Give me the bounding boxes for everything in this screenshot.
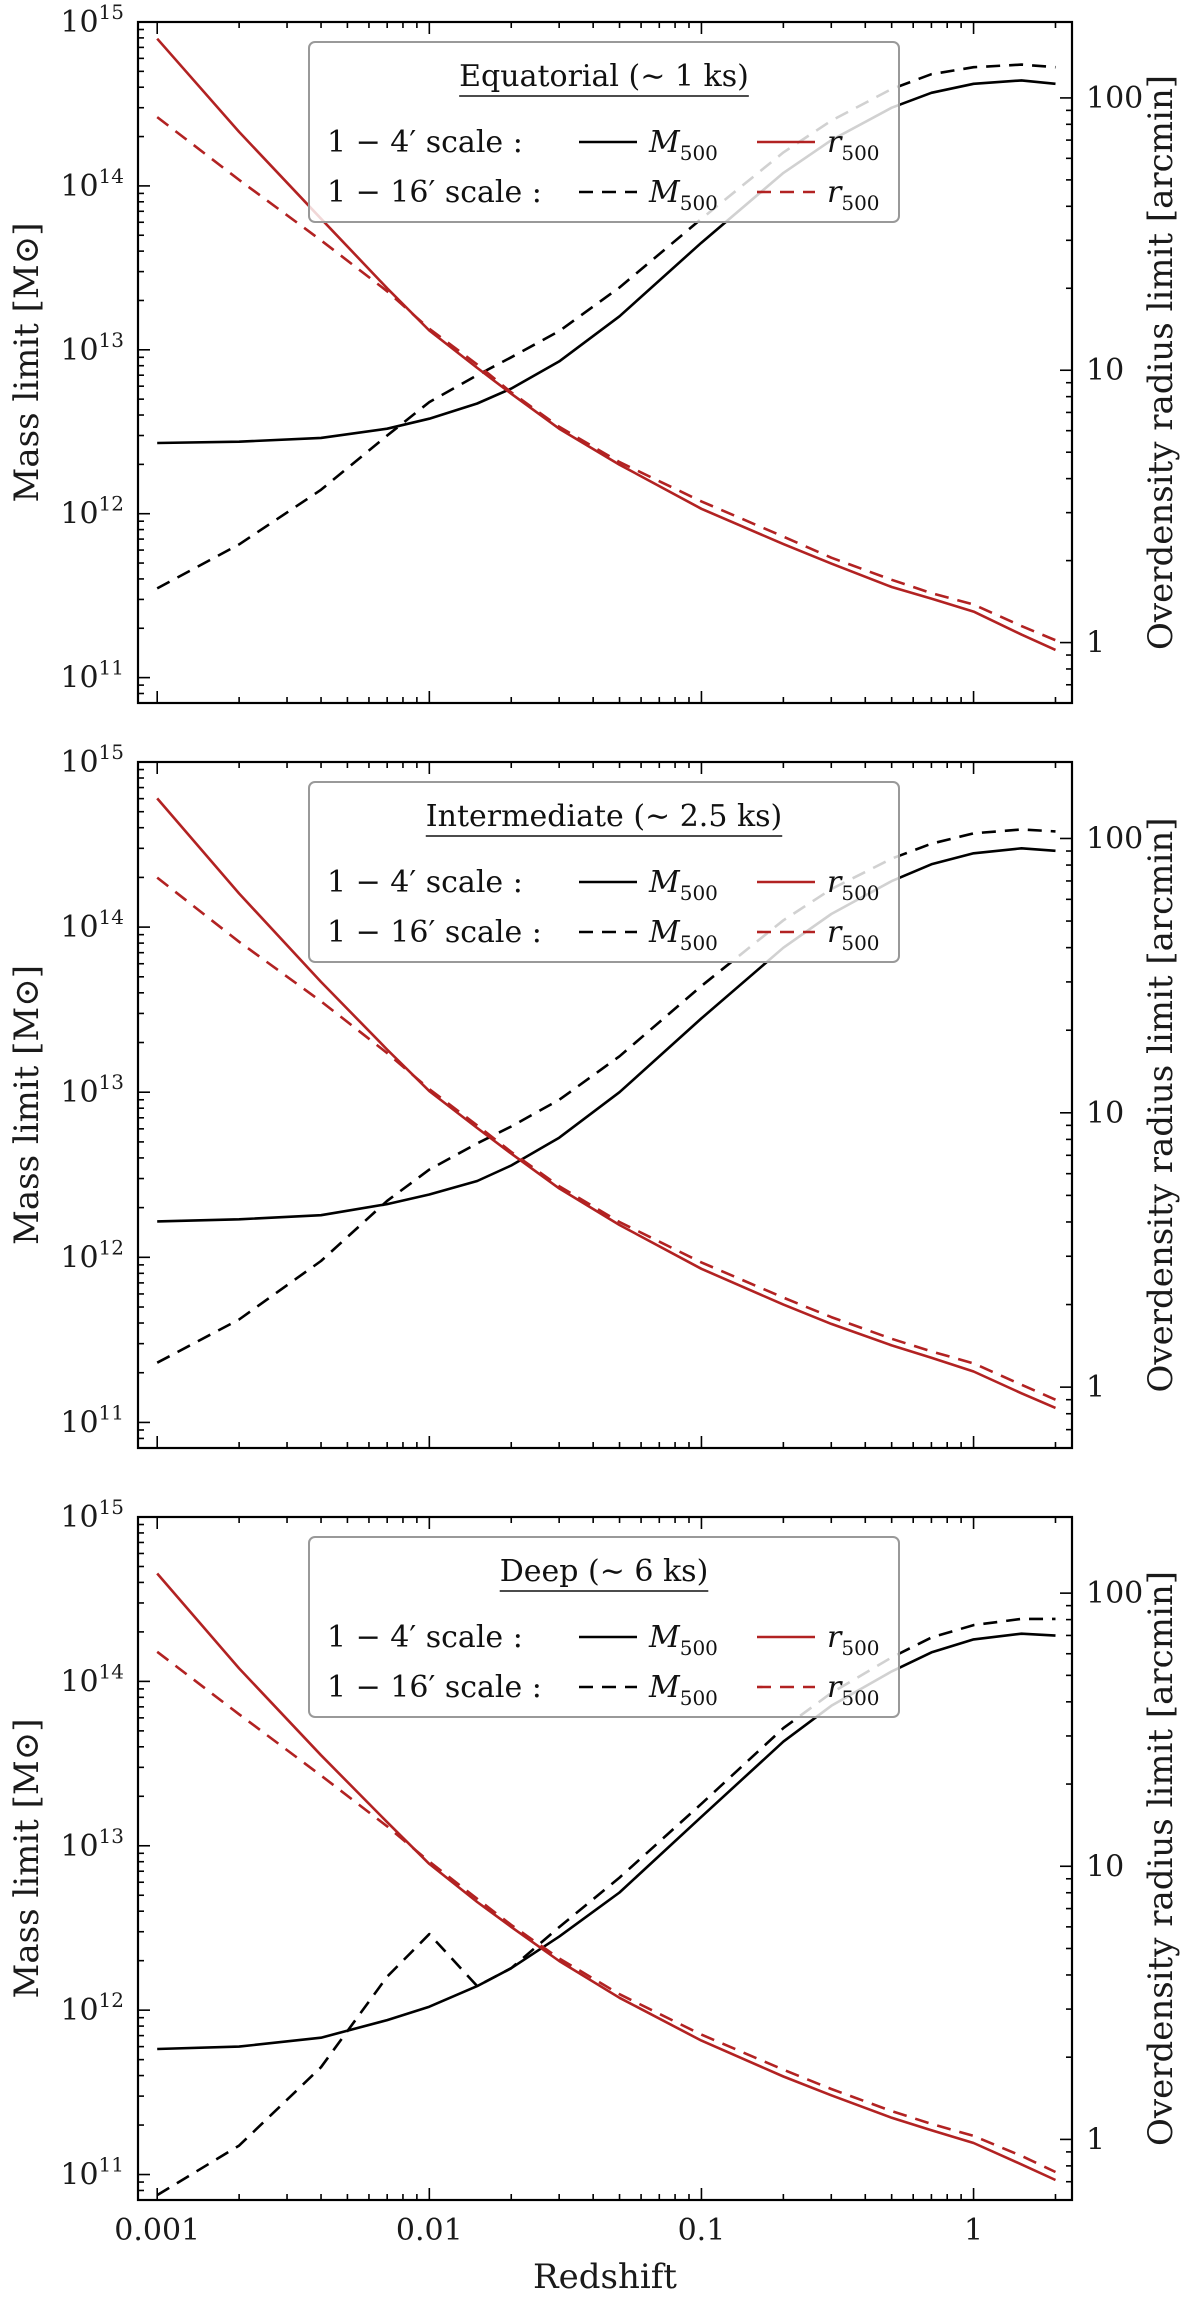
plot-area	[156, 797, 1057, 1410]
x-axis-label: Redshift	[533, 2257, 677, 2297]
y2-tick-label: 1	[1086, 1370, 1105, 1405]
y-tick-label: 1015	[60, 1495, 124, 1535]
legend-radius-label-2: r500	[827, 915, 880, 955]
legend-radius-label-2: r500	[827, 175, 880, 215]
series-line-4	[156, 1650, 1057, 2174]
y2-tick-label: 1	[1086, 2122, 1105, 2157]
x-tick-label: 0.01	[396, 2213, 463, 2248]
y2-tick-label: 100	[1086, 1576, 1143, 1611]
x-tick-label: 1	[964, 2213, 983, 2248]
y-tick-label: 1015	[60, 740, 124, 780]
plot-area	[156, 37, 1057, 652]
y-tick-label: 1014	[60, 905, 124, 945]
series-line-3	[156, 37, 1057, 652]
legend-box	[308, 781, 900, 963]
y-tick-label: 1012	[60, 492, 124, 532]
x-tick-label: 0.1	[678, 2213, 726, 2248]
y-tick-label: 1014	[60, 1659, 124, 1699]
chart-panel-1: 1011 1012 1013 1014 1015 1 10 100 Mass limit [M⊙…	[7, 0, 1181, 705]
legend-row-label-2: 1 − 16′ scale :	[327, 1670, 542, 1705]
y-tick-label: 1011	[60, 656, 124, 696]
y2-tick-label: 10	[1086, 1096, 1124, 1131]
plot-area	[156, 1572, 1057, 2197]
y-tick-label: 1012	[60, 1988, 124, 2028]
legend-title: Intermediate (∼ 2.5 ks)	[426, 799, 782, 834]
plot-frame	[136, 20, 1074, 705]
legend-radius-label-1: r500	[827, 125, 880, 165]
y-axis-label: Mass limit [M⊙]	[7, 965, 47, 1245]
y2-tick-label: 100	[1086, 81, 1143, 116]
x-tick-label: 0.001	[114, 2213, 200, 2248]
y-tick-label: 1015	[60, 0, 124, 40]
y2-axis-label: Overdensity radius limit [arcmin]	[1141, 1571, 1181, 2146]
legend-mass-label-2: M500	[648, 1670, 718, 1710]
legend-title: Deep (∼ 6 ks)	[500, 1554, 709, 1589]
legend-mass-label-1: M500	[648, 125, 718, 165]
y-tick-label: 1013	[60, 1824, 124, 1864]
y2-tick-label: 10	[1086, 1849, 1124, 1884]
legend-box	[308, 41, 900, 223]
legend: Deep (∼ 6 ks) 1 − 4′ scale : M500 r500 1 − 1…	[308, 1536, 900, 1718]
chart-panel-2: 1011 1012 1013 1014 1015 1 10 100 Mass limit [M⊙…	[7, 740, 1181, 1450]
y-tick-label: 1011	[60, 2153, 124, 2193]
y-tick-label: 1012	[60, 1235, 124, 1275]
series-line-4	[156, 116, 1056, 642]
chart-panel-3: 0.001 0.01 0.1 1 1011 1012 1013 1014 1015 1 10 100 M…	[7, 1495, 1181, 2297]
legend-radius-label-1: r500	[827, 1620, 880, 1660]
legend-row-label-1: 1 − 4′ scale :	[327, 1620, 523, 1655]
legend-mass-label-2: M500	[648, 915, 718, 955]
series-line-1	[157, 846, 1056, 1223]
series-line-3	[156, 797, 1057, 1410]
y2-tick-label: 100	[1086, 821, 1143, 856]
series-line-4	[156, 876, 1057, 1401]
legend-mass-label-1: M500	[648, 865, 718, 905]
legend-box	[308, 1536, 900, 1718]
series-line-2	[156, 1617, 1056, 2197]
y2-tick-label: 1	[1086, 626, 1105, 661]
legend-row-label-1: 1 − 4′ scale :	[327, 865, 523, 900]
series-line-2	[156, 828, 1056, 1364]
series-line-2	[156, 63, 1056, 590]
legend: Intermediate (∼ 2.5 ks) 1 − 4′ scale : M50…	[308, 781, 900, 963]
legend-mass-label-2: M500	[648, 175, 718, 215]
legend-mass-label-1: M500	[648, 1620, 718, 1660]
y-tick-label: 1014	[60, 164, 124, 204]
legend-row-label-2: 1 − 16′ scale :	[327, 175, 542, 210]
y-axis-label: Mass limit [M⊙]	[7, 223, 47, 503]
y2-tick-label: 10	[1086, 353, 1124, 388]
y-tick-label: 1013	[60, 1070, 124, 1110]
legend: Equatorial (∼ 1 ks) 1 − 4′ scale : M500 r50…	[308, 41, 900, 223]
y2-axis-label: Overdensity radius limit [arcmin]	[1141, 818, 1181, 1393]
series-line-3	[156, 1572, 1057, 2182]
y-tick-label: 1013	[60, 328, 124, 368]
plot-frame	[136, 760, 1074, 1450]
series-line-1	[157, 79, 1056, 445]
legend-title: Equatorial (∼ 1 ks)	[459, 59, 749, 94]
legend-radius-label-2: r500	[827, 1670, 880, 1710]
series-line-1	[157, 1632, 1056, 2051]
y-axis-label: Mass limit [M⊙]	[7, 1719, 47, 1999]
y-tick-label: 1011	[60, 1400, 124, 1440]
y2-axis-label: Overdensity radius limit [arcmin]	[1141, 75, 1181, 650]
legend-row-label-1: 1 − 4′ scale :	[327, 125, 523, 160]
plot-frame	[136, 1515, 1074, 2202]
legend-row-label-2: 1 − 16′ scale :	[327, 915, 542, 950]
legend-radius-label-1: r500	[827, 865, 880, 905]
